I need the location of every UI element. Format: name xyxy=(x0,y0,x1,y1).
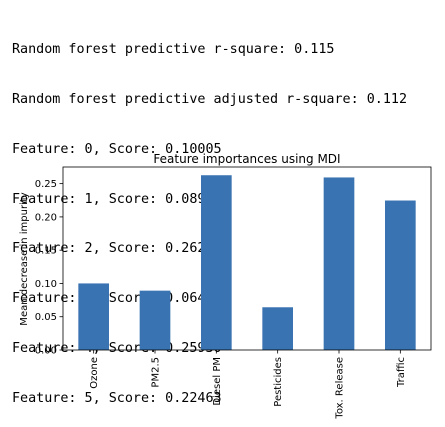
bars-group xyxy=(78,175,416,350)
chart-title: Feature importances using MDI xyxy=(153,152,340,166)
y-tick-label: 0.20 xyxy=(35,212,57,223)
console-line: Feature: 1, Score: 0.08919 xyxy=(12,191,222,207)
x-tick-label: Ozone xyxy=(89,357,100,389)
bar-tox-release xyxy=(323,177,355,350)
y-axis-label: Mean decrease in impurity xyxy=(19,192,30,325)
console-line: Feature: 0, Score: 0.10005 xyxy=(12,141,222,157)
x-tick-label: Diesel PM xyxy=(212,357,223,406)
console-line: Random forest predictive r-square: 0.115 xyxy=(12,42,335,58)
x-axis: Ozone PM2.5 Diesel PM Pesticides Tox. Releas… xyxy=(89,350,407,420)
y-tick-label: 0.05 xyxy=(35,312,57,323)
x-tick-label: PM2.5 xyxy=(151,357,162,388)
bar-ozone xyxy=(78,283,109,350)
x-tick-label: Pesticides xyxy=(273,357,284,407)
x-tick-label: Tox. Release xyxy=(335,357,346,420)
x-tick-label: Traffic xyxy=(396,357,407,388)
bar-pm2-5 xyxy=(139,290,171,350)
bar-traffic xyxy=(385,200,416,350)
y-axis: 0.00 0.05 0.10 0.15 0.20 0.25 xyxy=(35,179,63,357)
console-line: Feature: 5, Score: 0.22463 xyxy=(12,390,222,406)
bar-pesticides xyxy=(262,307,293,350)
console-line: Random forest predictive adjusted r-squa… xyxy=(12,91,408,107)
plot-frame xyxy=(62,166,432,351)
bar-diesel-pm xyxy=(201,175,232,350)
y-tick-label: 0.00 xyxy=(35,346,57,357)
y-tick-label: 0.15 xyxy=(35,246,57,257)
y-tick-label: 0.10 xyxy=(35,279,57,290)
console-output: Random forest predictive r-square: 0.115… xyxy=(12,9,407,424)
y-tick-label: 0.25 xyxy=(35,179,57,190)
